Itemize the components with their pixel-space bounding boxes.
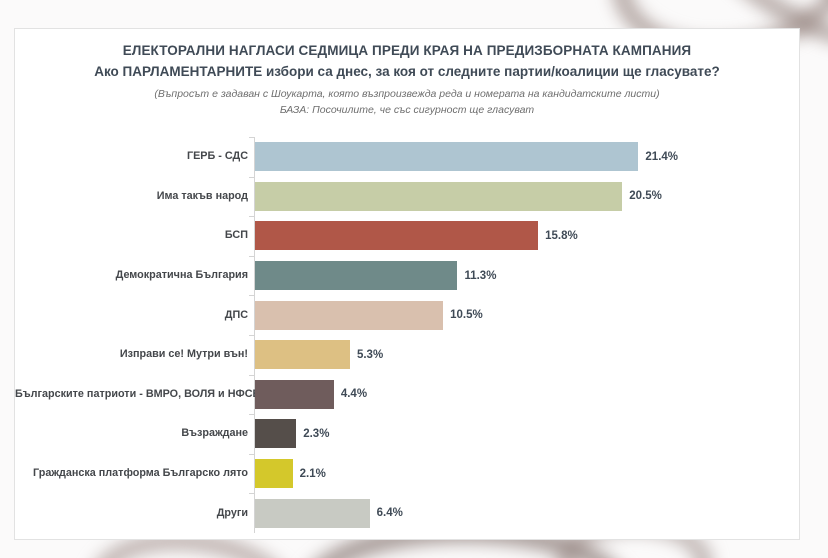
axis-tick [249,414,254,416]
bar [255,142,639,172]
bar [255,419,297,449]
bar [255,340,350,370]
bar-row: БСП 15.8% [15,216,801,256]
bar-category-label: Възраждане [181,427,248,440]
bar-value-label: 11.3% [464,269,497,282]
axis-tick [249,453,254,455]
bar [255,300,444,330]
bar-value-label: 6.4% [376,507,403,520]
bar-category-label: БСП [224,229,248,242]
bar-row: Изправи се! Мутри вън! 5.3% [15,334,801,375]
bar-category-label: Българските патриоти - ВМРО, ВОЛЯ и НФСБ [15,387,261,400]
bar [255,498,370,528]
bar-value-label: 5.3% [356,348,384,361]
bar-category-label: ГЕРБ - СДС [186,150,248,163]
axis-tick [249,493,254,495]
bar-category-label: Други [216,506,248,519]
bar [255,181,623,211]
bar-row: Българските патриоти - ВМРО, ВОЛЯ и НФСБ… [15,374,801,415]
bar-value-label: 15.8% [545,229,578,242]
bar-value-label: 2.1% [299,467,326,480]
bar-with-value: 15.8% [255,216,578,256]
bar [255,221,539,251]
bar-value-label: 10.5% [450,309,483,322]
axis-tick [249,176,254,178]
bar-chart-plot-area: ГЕРБ - СДС 21.4% Има такъв народ 20.5% БСП 15… [15,133,801,537]
bar-row: ГЕРБ - СДС 21.4% [15,137,801,177]
bar-with-value: 2.1% [255,454,326,494]
axis-tick [249,374,254,376]
bar-value-label: 4.4% [340,388,368,401]
chart-method-note: (Въпросът е задаван с Шоукарта, която въ… [154,88,660,100]
bar-row: Гражданска платформа Българско лято 2.1% [15,453,801,494]
bar-with-value: 5.3% [255,335,383,375]
bar-category-label: Демократична България [115,269,248,282]
chart-header: ЕЛЕКТОРАЛНИ НАГЛАСИ СЕДМИЦА ПРЕДИ КРАЯ Н… [15,29,799,118]
bar-category-label: Изправи се! Мутри вън! [119,348,248,361]
bar-row: Има такъв народ 20.5% [15,176,801,217]
bar-row: Възраждане 2.3% [15,414,801,454]
axis-tick [249,255,254,257]
chart-base-note: БАЗА: Посочилите, че със сигурност ще гл… [279,104,535,116]
bar-row: ДПС 10.5% [15,295,801,335]
bar [255,379,334,409]
bar-category-label: Гражданска платформа Българско лято [33,467,248,480]
bar-value-label: 2.3% [303,427,330,440]
bar-row: Демократична България 11.3% [15,255,801,296]
bar-with-value: 11.3% [255,256,496,296]
chart-card: ЕЛЕКТОРАЛНИ НАГЛАСИ СЕДМИЦА ПРЕДИ КРАЯ Н… [14,28,800,540]
bar-row: Други 6.4% [15,493,801,533]
chart-title: ЕЛЕКТОРАЛНИ НАГЛАСИ СЕДМИЦА ПРЕДИ КРАЯ Н… [122,43,692,58]
bar-with-value: 10.5% [255,295,483,335]
bar-with-value: 20.5% [255,177,662,217]
bar-value-label: 21.4% [645,150,679,163]
axis-tick [249,334,254,336]
bar [255,459,293,489]
bar [255,261,458,291]
bar-with-value: 2.3% [255,414,329,454]
category-axis-line [254,137,255,533]
axis-tick [249,295,254,297]
bar-with-value: 4.4% [255,375,367,415]
bar-rows: ГЕРБ - СДС 21.4% Има такъв народ 20.5% БСП 15… [15,137,801,533]
bar-value-label: 20.5% [629,190,662,203]
axis-tick [249,137,254,138]
chart-subtitle: Ако ПАРЛАМЕНТАРНИТЕ избори са днес, за к… [94,64,720,79]
bar-category-label: ДПС [224,308,248,321]
bar-with-value: 6.4% [255,493,403,533]
bar-category-label: Има такъв народ [156,189,248,202]
bar-with-value: 21.4% [255,137,678,177]
axis-tick [249,216,254,218]
